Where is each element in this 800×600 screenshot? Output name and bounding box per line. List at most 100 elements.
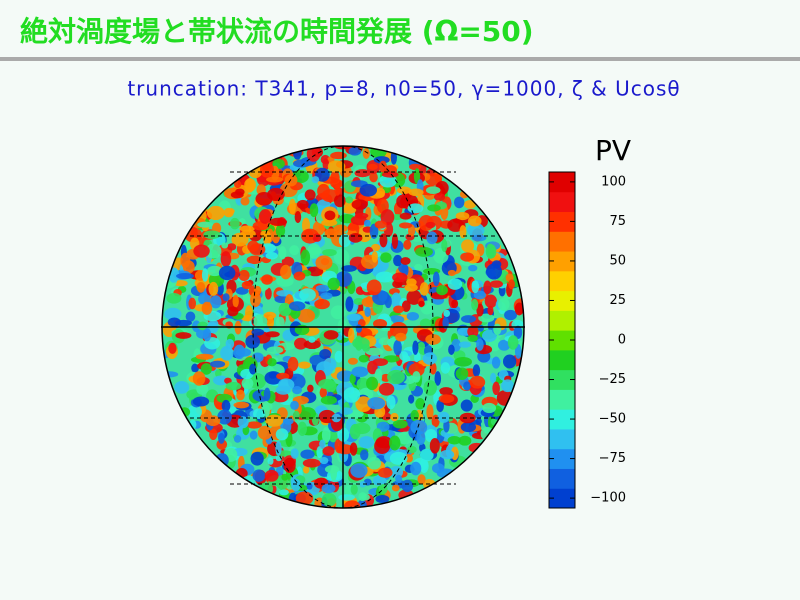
pattern-blob — [232, 294, 239, 308]
pattern-blob — [483, 280, 492, 295]
pattern-blob — [331, 413, 342, 423]
pattern-blob — [352, 337, 370, 349]
pattern-blob — [374, 438, 391, 454]
pattern-blob — [365, 295, 373, 306]
pattern-blob — [461, 239, 475, 253]
pattern-blob — [246, 255, 263, 265]
pattern-blob — [245, 178, 255, 193]
colorbar-band — [549, 369, 575, 390]
pattern-blob — [237, 416, 249, 429]
pattern-blob — [458, 435, 472, 446]
pattern-blob — [349, 410, 363, 420]
pattern-blob — [269, 217, 288, 227]
pattern-blob — [487, 244, 497, 259]
colorbar: −100 −75 −50 −25 0 25 50 75 100 — [548, 171, 626, 509]
pattern-blob — [467, 334, 478, 342]
pattern-blob — [164, 307, 182, 321]
pattern-blob — [401, 479, 414, 493]
pattern-blob — [434, 371, 442, 386]
colorbar-label: PV — [595, 134, 631, 167]
pattern-blob — [414, 263, 423, 271]
pattern-blob — [359, 481, 366, 488]
pattern-blob — [298, 407, 316, 421]
pattern-blob — [201, 268, 209, 282]
pattern-blob — [362, 148, 370, 159]
pattern-blob — [447, 278, 463, 290]
pattern-blob — [469, 375, 486, 389]
pattern-blob — [338, 233, 351, 248]
pattern-blob — [315, 284, 330, 292]
pattern-blob — [302, 458, 321, 468]
pattern-blob — [380, 252, 392, 263]
pattern-blob — [297, 361, 311, 369]
pattern-blob — [426, 404, 434, 420]
pattern-blob — [311, 176, 320, 184]
pattern-blob — [355, 324, 363, 333]
pattern-blob — [176, 273, 194, 280]
pattern-blob — [287, 356, 299, 372]
pattern-blob — [416, 431, 426, 446]
pattern-blob — [409, 163, 422, 171]
pattern-blob — [406, 289, 422, 305]
pattern-blob — [476, 338, 484, 351]
pattern-blob — [333, 224, 348, 233]
pattern-blob — [246, 421, 262, 429]
pattern-blob — [366, 279, 382, 296]
pattern-blob — [290, 400, 299, 410]
pattern-blob — [429, 437, 440, 454]
pattern-blob — [196, 282, 206, 293]
colorbar-tick-label: −25 — [599, 372, 626, 387]
pattern-blob — [278, 246, 287, 260]
globe-outline — [161, 145, 525, 509]
pattern-blob — [436, 399, 444, 413]
pattern-blob — [490, 372, 497, 384]
pattern-blob — [354, 212, 369, 219]
pattern-blob — [502, 354, 517, 369]
pattern-blob — [241, 280, 253, 290]
pattern-blob — [281, 256, 295, 267]
pattern-blob — [205, 243, 222, 259]
pattern-blob — [201, 301, 213, 315]
pattern-blob — [408, 363, 425, 377]
pattern-blob — [375, 271, 394, 283]
pattern-blob — [318, 378, 336, 390]
pattern-blob — [174, 380, 190, 394]
pattern-blob — [367, 397, 386, 410]
pattern-blob — [209, 428, 218, 441]
pattern-blob — [307, 266, 324, 277]
pattern-blob — [467, 223, 485, 238]
pattern-blob — [378, 337, 391, 346]
pattern-blob — [330, 178, 344, 189]
pattern-blob — [348, 146, 362, 156]
pattern-blob — [220, 251, 232, 267]
pattern-blob — [292, 410, 300, 421]
pattern-blob — [265, 251, 278, 260]
pattern-blob — [175, 332, 192, 339]
pattern-blob — [427, 204, 441, 212]
pattern-blob — [418, 300, 425, 307]
title: 絶対渦度場と帯状流の時間発展 (Ω=50) — [20, 15, 534, 48]
pattern-blob — [349, 373, 356, 384]
pattern-blob — [448, 344, 455, 355]
pattern-blob — [423, 380, 437, 396]
pattern-blob — [224, 377, 232, 384]
pattern-blob — [168, 342, 177, 354]
pattern-blob — [417, 341, 425, 351]
pattern-blob — [463, 381, 471, 391]
pattern-blob — [437, 411, 450, 423]
pattern-blob — [472, 364, 481, 377]
colorbar-band — [549, 251, 575, 272]
pattern-blob — [182, 260, 195, 274]
colorbar-band — [549, 270, 575, 292]
pattern-blob — [426, 231, 438, 245]
pattern-blob — [455, 211, 470, 221]
pattern-blob — [225, 382, 242, 391]
pattern-blob — [350, 484, 358, 495]
pattern-blob — [404, 283, 418, 292]
pattern-blob — [425, 334, 441, 345]
pattern-blob — [471, 280, 480, 294]
pattern-blob — [233, 401, 250, 409]
colorbar-band — [549, 488, 575, 509]
colorbar-band — [549, 389, 575, 410]
pattern-blob — [292, 386, 303, 395]
